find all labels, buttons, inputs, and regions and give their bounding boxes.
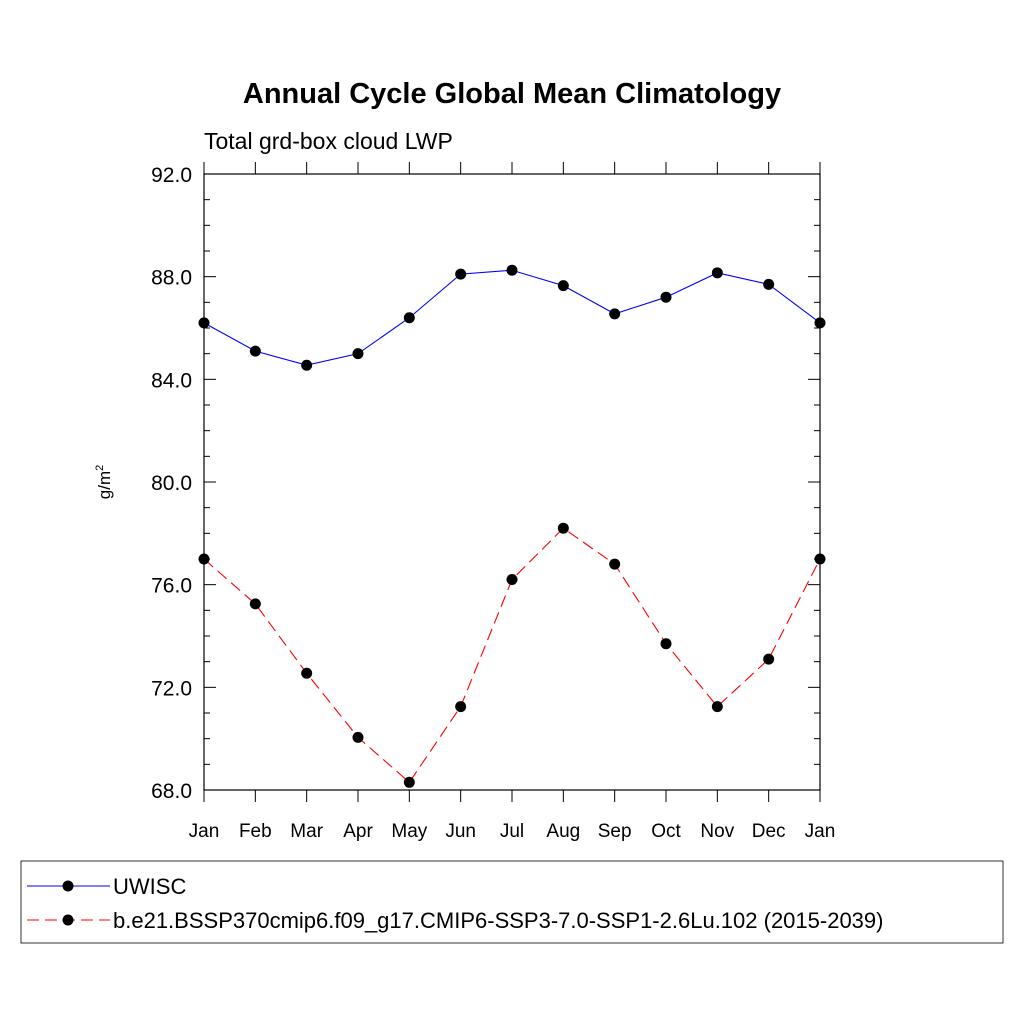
x-tick-label: Feb (239, 821, 272, 842)
series-line (203, 269, 821, 366)
x-tick-label: Aug (546, 821, 580, 842)
x-tick-label: Mar (290, 821, 323, 842)
data-point (198, 317, 210, 329)
x-tick-labels: Jan Feb Mar Apr May Jun Jul Aug Sep Oct Nov Dec Jan (189, 821, 836, 842)
y-axis-label: g/m2 (94, 465, 114, 499)
data-point (609, 308, 621, 320)
legend-label: UWISC (113, 874, 186, 899)
data-point (198, 553, 210, 565)
legend-box (20, 860, 1004, 944)
x-tick-label: Sep (598, 821, 632, 842)
series-0 (198, 264, 826, 371)
y-axis-label-superscript: 2 (94, 465, 106, 471)
data-point (249, 345, 261, 357)
data-point (711, 267, 723, 279)
legend: UWISC b.e21.BSSP370cmip6.f09_g17.CMIP6-SS… (20, 860, 1004, 944)
legend-marker (62, 914, 74, 926)
data-point (814, 553, 826, 565)
data-point (352, 731, 364, 743)
y-tick-label: 76.0 (151, 575, 192, 598)
data-point (557, 280, 569, 292)
x-tick-label: Apr (343, 821, 373, 842)
chart-title: Annual Cycle Global Mean Climatology (243, 78, 781, 110)
legend-label: b.e21.BSSP370cmip6.f09_g17.CMIP6-SSP3-7.… (113, 908, 883, 933)
data-point (352, 348, 364, 360)
legend-marker (62, 880, 74, 892)
data-point (660, 638, 672, 650)
data-point (506, 264, 518, 276)
series-1 (198, 522, 826, 788)
data-point (455, 701, 467, 713)
data-point (455, 268, 467, 280)
x-tick-label: Oct (651, 821, 681, 842)
data-point (609, 558, 621, 570)
x-tick-label: Jan (189, 821, 220, 842)
y-tick-labels: 68.0 72.0 76.0 80.0 84.0 88.0 92.0 (151, 164, 192, 803)
y-tick-label: 92.0 (151, 164, 192, 187)
x-tick-label: Jan (805, 821, 836, 842)
y-tick-label: 72.0 (151, 677, 192, 700)
data-point (660, 291, 672, 303)
data-point (763, 653, 775, 665)
data-point (763, 278, 775, 290)
y-tick-label: 68.0 (151, 780, 192, 803)
x-tick-label: Jul (500, 821, 524, 842)
data-point (403, 312, 415, 324)
data-point (301, 359, 313, 371)
y-tick-label: 80.0 (151, 472, 192, 495)
x-tick-label: Nov (700, 821, 734, 842)
y-tick-label: 88.0 (151, 267, 192, 290)
series-line (203, 527, 821, 784)
y-tick-label: 84.0 (151, 369, 192, 392)
x-tick-label: Jun (445, 821, 476, 842)
data-point (711, 701, 723, 713)
data-point (506, 574, 518, 586)
y-axis-label-text: g/m (95, 471, 114, 499)
x-tick-label: May (391, 821, 427, 842)
data-point (403, 776, 415, 788)
series-layer (198, 264, 826, 788)
x-tick-label: Dec (752, 821, 786, 842)
data-point (301, 667, 313, 679)
data-point (557, 522, 569, 534)
data-point (814, 317, 826, 329)
data-point (249, 598, 261, 610)
chart-subtitle: Total grd-box cloud LWP (204, 128, 453, 154)
axes (203, 162, 821, 802)
